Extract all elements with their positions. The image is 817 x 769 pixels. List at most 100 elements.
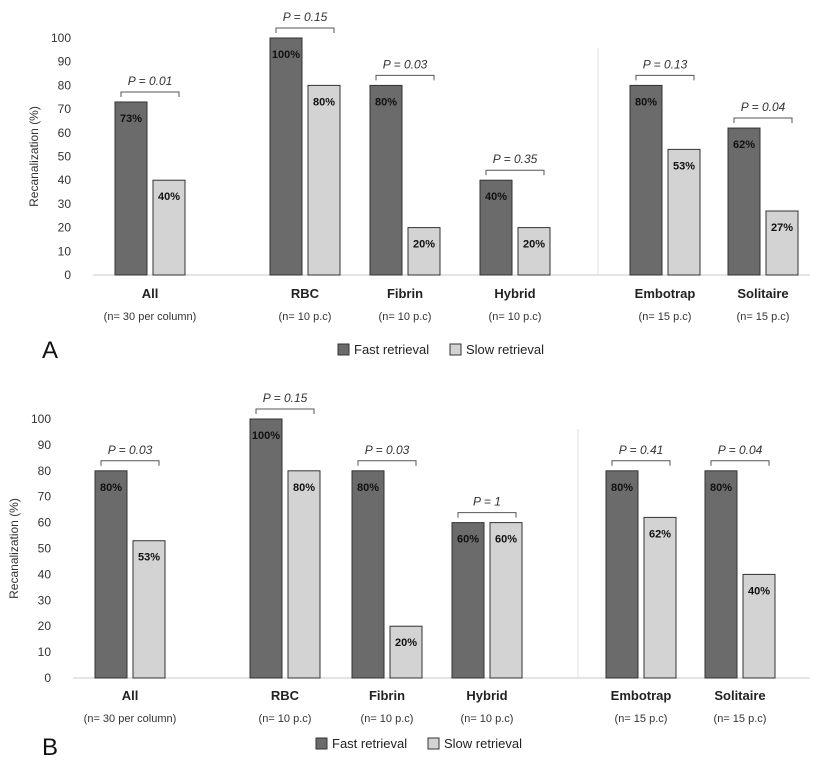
y-axis-label: Recanalization (%) bbox=[7, 498, 21, 599]
bar-fast bbox=[629, 84, 663, 276]
data-label-slow: 20% bbox=[523, 239, 545, 251]
bar-slow bbox=[742, 573, 776, 679]
y-tick-label: 0 bbox=[64, 268, 71, 282]
y-tick-label: 40 bbox=[58, 173, 72, 187]
p-value-bracket bbox=[120, 91, 180, 97]
category-label: All bbox=[142, 286, 159, 301]
category-label: Embotrap bbox=[611, 688, 672, 703]
y-tick-label: 90 bbox=[58, 55, 72, 69]
bar-fast bbox=[605, 470, 639, 679]
p-value-bracket bbox=[733, 117, 793, 124]
data-label-slow: 40% bbox=[748, 585, 770, 597]
bar-fast bbox=[269, 37, 303, 276]
bar-slow bbox=[643, 516, 677, 679]
p-value-label: P = 0.04 bbox=[741, 100, 786, 114]
sample-size-label: (n= 30 per column) bbox=[104, 311, 197, 323]
bar-slow bbox=[407, 227, 441, 276]
sample-size-label: (n= 15 p.c) bbox=[639, 311, 692, 323]
legend-swatch-slow bbox=[427, 737, 440, 750]
y-tick-label: 10 bbox=[38, 645, 52, 659]
p-value-bracket bbox=[255, 408, 315, 414]
data-label-slow: 80% bbox=[293, 482, 315, 494]
panel-label: B bbox=[42, 734, 58, 761]
bar-slow bbox=[132, 540, 166, 679]
legend-swatch-fast bbox=[337, 343, 350, 356]
data-label-fast: 80% bbox=[635, 96, 657, 108]
category-label: RBC bbox=[291, 286, 320, 301]
sample-size-label: (n= 10 p.c) bbox=[259, 713, 312, 725]
p-value-label: P = 0.03 bbox=[383, 57, 428, 71]
panel-label: A bbox=[42, 337, 58, 364]
p-value-label: P = 0.03 bbox=[108, 443, 153, 457]
bar-fast bbox=[479, 179, 513, 276]
bar-slow bbox=[287, 470, 321, 679]
data-label-fast: 100% bbox=[252, 430, 280, 442]
data-label-slow: 80% bbox=[313, 96, 335, 108]
category-label: Solitaire bbox=[714, 688, 765, 703]
legend-label-fast: Fast retrieval bbox=[332, 736, 407, 751]
legend-label-slow: Slow retrieval bbox=[444, 736, 522, 751]
y-tick-label: 50 bbox=[38, 542, 52, 556]
category-label: Embotrap bbox=[635, 286, 696, 301]
y-tick-label: 0 bbox=[44, 671, 51, 685]
data-label-fast: 73% bbox=[120, 113, 142, 125]
data-label-fast: 80% bbox=[357, 482, 379, 494]
y-tick-label: 100 bbox=[31, 412, 51, 426]
y-tick-label: 20 bbox=[38, 619, 52, 633]
y-tick-label: 10 bbox=[58, 244, 72, 258]
y-tick-label: 60 bbox=[58, 126, 72, 140]
data-label-slow: 20% bbox=[395, 637, 417, 649]
y-tick-label: 30 bbox=[58, 197, 72, 211]
legend-swatch-fast bbox=[315, 737, 328, 750]
sample-size-label: (n= 10 p.c) bbox=[489, 311, 542, 323]
p-value-label: P = 0.41 bbox=[619, 443, 664, 457]
data-label-slow: 53% bbox=[673, 160, 695, 172]
legend-label-fast: Fast retrieval bbox=[354, 342, 429, 357]
bar-slow bbox=[389, 625, 423, 679]
data-label-slow: 27% bbox=[771, 222, 793, 234]
y-tick-label: 30 bbox=[38, 593, 52, 607]
p-value-bracket bbox=[100, 460, 160, 466]
y-tick-label: 80 bbox=[38, 464, 52, 478]
p-value-bracket bbox=[275, 27, 335, 33]
p-value-label: P = 1 bbox=[473, 495, 501, 509]
sample-size-label: (n= 15 p.c) bbox=[737, 311, 790, 323]
category-label: Hybrid bbox=[466, 688, 507, 703]
bar-fast bbox=[351, 470, 385, 679]
y-tick-label: 60 bbox=[38, 516, 52, 530]
category-label: RBC bbox=[271, 688, 300, 703]
p-value-bracket bbox=[710, 460, 770, 466]
bar-fast bbox=[727, 127, 761, 276]
data-label-slow: 20% bbox=[413, 239, 435, 251]
p-value-label: P = 0.01 bbox=[128, 74, 173, 88]
bar-fast bbox=[369, 84, 403, 276]
bar-slow bbox=[517, 227, 551, 276]
data-label-fast: 80% bbox=[375, 96, 397, 108]
sample-size-label: (n= 10 p.c) bbox=[279, 311, 332, 323]
sample-size-label: (n= 10 p.c) bbox=[461, 713, 514, 725]
category-label: All bbox=[122, 688, 139, 703]
category-label: Hybrid bbox=[494, 286, 535, 301]
p-value-bracket bbox=[611, 460, 671, 466]
category-label: Solitaire bbox=[737, 286, 788, 301]
p-value-label: P = 0.13 bbox=[643, 57, 688, 71]
bar-slow bbox=[667, 148, 701, 276]
p-value-bracket bbox=[635, 74, 695, 81]
y-tick-label: 70 bbox=[58, 102, 72, 116]
bar-slow bbox=[489, 522, 523, 679]
category-label: Fibrin bbox=[387, 286, 423, 301]
y-axis-label: Recanalization (%) bbox=[27, 106, 41, 207]
sample-size-label: (n= 30 per column) bbox=[84, 713, 177, 725]
p-value-label: P = 0.03 bbox=[365, 443, 410, 457]
y-tick-label: 70 bbox=[38, 490, 52, 504]
sample-size-label: (n= 15 p.c) bbox=[714, 713, 767, 725]
y-tick-label: 90 bbox=[38, 438, 52, 452]
bar-fast bbox=[451, 522, 485, 679]
data-label-slow: 62% bbox=[649, 528, 671, 540]
y-tick-label: 20 bbox=[58, 221, 72, 235]
bar-slow bbox=[765, 210, 799, 276]
p-value-label: P = 0.15 bbox=[283, 10, 328, 24]
p-value-bracket bbox=[457, 512, 517, 518]
data-label-fast: 100% bbox=[272, 49, 300, 61]
panel-b-chart: 0 10 20 30 40 50 60 70 80 90 100 Recanalization (%)… bbox=[7, 391, 810, 761]
